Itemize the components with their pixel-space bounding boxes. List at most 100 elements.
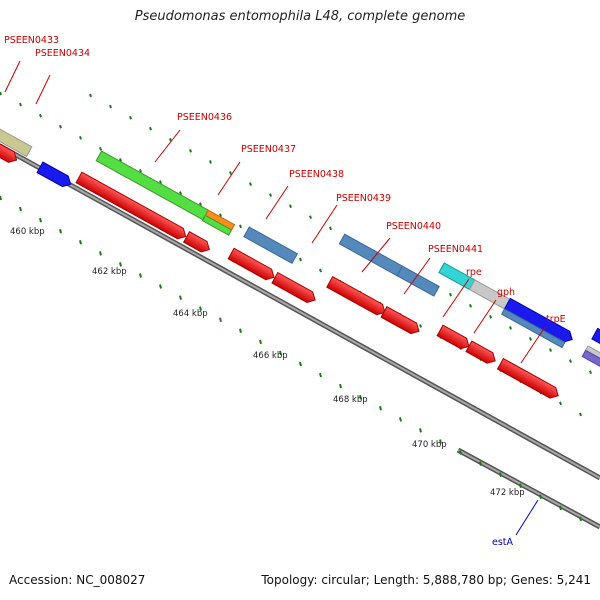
tick-dot (299, 257, 302, 262)
feature-trpE[interactable] (500, 308, 566, 349)
tick-dot (439, 439, 442, 444)
tick-label-464: 464 kbp (173, 309, 208, 319)
tick-label-472: 472 kbp (490, 488, 525, 498)
tick-dot (319, 372, 322, 378)
tick-dot (489, 315, 492, 319)
tick-dot (329, 226, 332, 231)
gene-label-pseen0434[interactable]: PSEEN0434 (35, 48, 90, 59)
tick-dot (569, 359, 572, 363)
tick-dot (39, 217, 42, 223)
tick-dot (249, 182, 252, 186)
tick-dot (269, 193, 272, 197)
tick-dot (199, 202, 202, 206)
topology-text: Topology: circular; Length: 5,888,780 bp… (261, 573, 591, 587)
tick-dot (189, 149, 192, 153)
tick-dot (449, 292, 452, 297)
tick-dot (199, 306, 202, 311)
tick-dot (509, 326, 512, 330)
gene-label-gph[interactable]: gph (497, 287, 515, 298)
tick-dot (419, 324, 422, 328)
feature-pseen0439[interactable] (338, 233, 404, 277)
tick-dot (549, 348, 552, 352)
label-leaders (4, 60, 546, 536)
gene-label-pseen0440[interactable]: PSEEN0440 (386, 221, 441, 232)
tick-dot (559, 401, 562, 406)
tick-dot (99, 147, 102, 151)
feature-estA[interactable] (581, 345, 600, 408)
tick-dot (279, 350, 282, 356)
feature-blue-far[interactable] (591, 327, 600, 392)
tick-dot (499, 472, 502, 477)
tick-dot (219, 317, 222, 322)
tick-dot (179, 295, 182, 300)
gene-label-pseen0433[interactable]: PSEEN0433 (4, 35, 59, 46)
tick-label-466: 466 kbp (253, 351, 288, 361)
gene-label-pseen0438[interactable]: PSEEN0438 (289, 169, 344, 180)
feature-pseen0438[interactable] (243, 226, 299, 264)
tick-dot (239, 224, 242, 229)
tick-dot (19, 206, 22, 212)
tick-dot (79, 240, 82, 245)
gene-label-pseen0441[interactable]: PSEEN0441 (428, 244, 483, 255)
tick-dot (239, 328, 242, 334)
gene-label-pseen0436[interactable]: PSEEN0436 (177, 112, 232, 123)
tick-dot (469, 303, 472, 308)
feature-blue-small[interactable] (36, 161, 73, 189)
gene-label-layer: PSEEN0433 PSEEN0434 PSEEN0436 PSEEN0437 … (4, 35, 566, 548)
tick-dot (589, 370, 592, 374)
tick-dot (379, 406, 382, 411)
tick-dot (139, 169, 142, 173)
tick-dot (149, 126, 152, 131)
tick-dot (159, 180, 162, 184)
feature-pseen0440[interactable] (396, 265, 440, 297)
tick-label-470: 470 kbp (412, 440, 447, 450)
tick-dot (79, 135, 82, 140)
tick-dot (309, 215, 312, 220)
tick-label-462: 462 kbp (92, 267, 127, 277)
gene-label-pseen0437[interactable]: PSEEN0437 (241, 144, 296, 155)
tick-dot (169, 137, 172, 142)
tick-dot (89, 93, 92, 98)
feature-pseen0437[interactable] (201, 209, 236, 236)
map-title: Pseudomonas entomophila L48, complete ge… (134, 9, 466, 24)
gene-features (0, 123, 600, 408)
tick-dot (519, 483, 522, 488)
tick-dot (59, 228, 62, 234)
tick-dot (119, 262, 122, 267)
feature-pseen0434[interactable] (0, 128, 33, 158)
tick-dot (19, 102, 22, 107)
tick-dot (129, 115, 132, 120)
tick-dot (0, 195, 2, 201)
tick-dot (289, 204, 292, 208)
tick-label-468: 468 kbp (333, 395, 368, 405)
tick-dot (539, 494, 542, 499)
tick-dot (339, 383, 342, 389)
tick-label-layer: 460 kbp 462 kbp 464 kbp 466 kbp 468 kbp … (10, 227, 525, 498)
tick-dot (529, 337, 532, 341)
tick-dot (579, 412, 582, 417)
tick-dot (99, 251, 102, 256)
tick-dot (109, 104, 112, 109)
tick-dot (459, 450, 462, 455)
gene-label-estA[interactable]: estA (492, 537, 514, 548)
tick-dot (209, 160, 212, 164)
tick-dot (419, 428, 422, 433)
tick-dot (299, 361, 302, 367)
tick-dot (559, 505, 562, 510)
tick-dot (159, 284, 162, 289)
sequence-backbone (0, 143, 600, 530)
tick-dot (579, 517, 582, 521)
gene-label-pseen0439[interactable]: PSEEN0439 (336, 193, 391, 204)
tick-dot (119, 158, 122, 162)
gene-label-rpe[interactable]: rpe (466, 267, 482, 278)
tick-dot (219, 213, 222, 218)
tick-dot (359, 394, 362, 400)
tick-label-460: 460 kbp (10, 227, 45, 237)
tick-dot (399, 417, 402, 422)
tick-dot (39, 113, 42, 118)
tick-dot (229, 171, 232, 175)
feature-gph[interactable] (503, 297, 576, 344)
tick-dot (59, 124, 62, 129)
gene-label-trpE[interactable]: trpE (546, 314, 566, 325)
tick-dot (0, 91, 2, 96)
